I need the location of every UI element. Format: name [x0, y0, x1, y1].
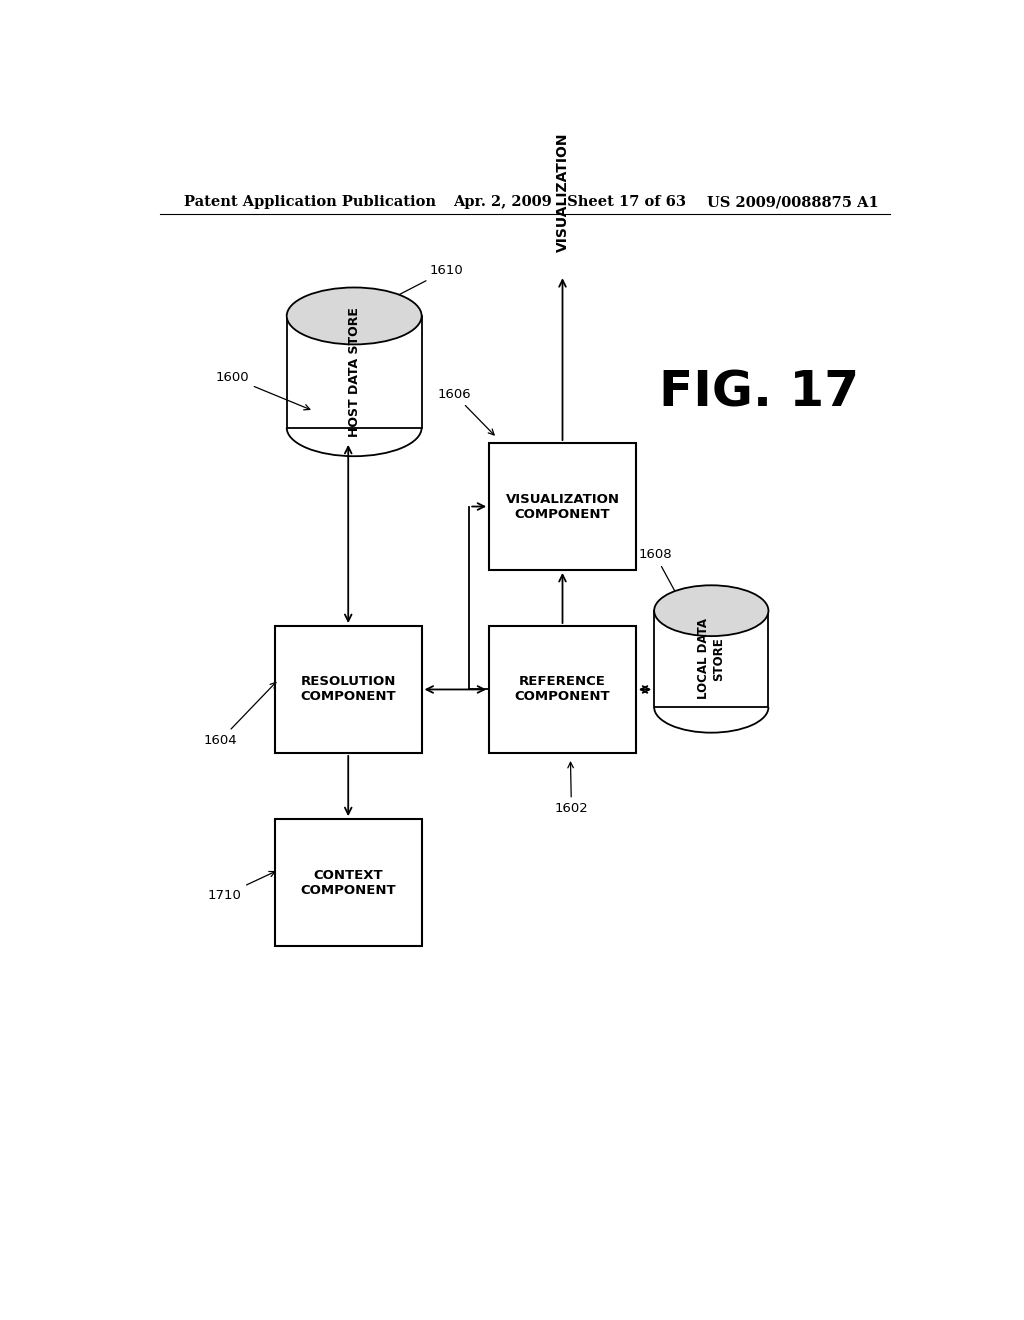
Ellipse shape: [287, 288, 422, 345]
Text: Apr. 2, 2009   Sheet 17 of 63: Apr. 2, 2009 Sheet 17 of 63: [454, 195, 686, 209]
Polygon shape: [654, 611, 768, 708]
Text: RESOLUTION
COMPONENT: RESOLUTION COMPONENT: [300, 676, 396, 704]
Text: US 2009/0088875 A1: US 2009/0088875 A1: [708, 195, 879, 209]
Text: CONTEXT
COMPONENT: CONTEXT COMPONENT: [300, 869, 396, 896]
Text: 1602: 1602: [555, 762, 589, 816]
Text: 1710: 1710: [207, 871, 275, 902]
Text: REFERENCE
COMPONENT: REFERENCE COMPONENT: [515, 676, 610, 704]
Bar: [274, 626, 422, 752]
Bar: [274, 818, 422, 946]
Text: 1610: 1610: [378, 264, 463, 305]
Bar: [489, 626, 636, 752]
Text: Patent Application Publication: Patent Application Publication: [183, 195, 435, 209]
Text: 1608: 1608: [638, 548, 681, 602]
Text: FIG. 17: FIG. 17: [658, 368, 859, 416]
Bar: [489, 444, 636, 570]
Text: 1606: 1606: [437, 388, 495, 434]
Text: 1604: 1604: [204, 682, 275, 747]
Text: HOST DATA STORE: HOST DATA STORE: [348, 308, 360, 437]
Ellipse shape: [654, 585, 768, 636]
Text: VISUALIZATION
COMPONENT: VISUALIZATION COMPONENT: [506, 492, 620, 520]
Text: LOCAL DATA
STORE: LOCAL DATA STORE: [697, 619, 725, 700]
Text: 1600: 1600: [215, 371, 310, 409]
Text: VISUALIZATION: VISUALIZATION: [555, 132, 569, 252]
Polygon shape: [287, 315, 422, 428]
